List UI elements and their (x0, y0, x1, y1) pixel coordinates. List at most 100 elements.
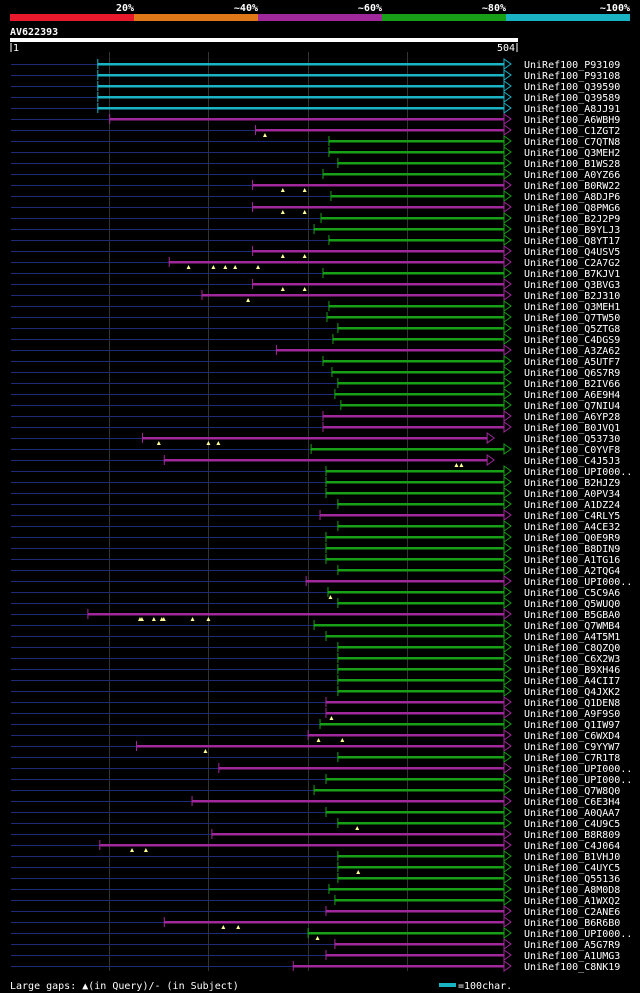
hit-bar[interactable] (252, 250, 505, 253)
alignment-row[interactable]: UniRef100_UPI000.. (11, 465, 632, 478)
alignment-row[interactable]: UniRef100_Q55136 (11, 872, 620, 885)
hit-bar[interactable] (322, 415, 505, 418)
alignment-row[interactable]: UniRef100_C6X2W3 (11, 652, 620, 665)
hit-label[interactable]: UniRef100_A8M0D8 (524, 885, 620, 896)
hit-bar[interactable] (252, 206, 505, 209)
hit-label[interactable]: UniRef100_A6YP28 (524, 412, 620, 423)
alignment-row[interactable]: UniRef100_A3ZA62 (11, 344, 620, 357)
hit-label[interactable]: UniRef100_A6E9H4 (524, 390, 620, 401)
alignment-row[interactable]: UniRef100_B8DIN9 (11, 542, 620, 555)
hit-label[interactable]: UniRef100_B8R809 (524, 830, 620, 841)
alignment-row[interactable]: UniRef100_C6WXD4 (11, 729, 620, 742)
hit-bar[interactable] (337, 756, 505, 759)
hit-bar[interactable] (340, 404, 505, 407)
hit-bar[interactable] (337, 877, 505, 880)
hit-bar[interactable] (325, 470, 505, 473)
alignment-row[interactable]: UniRef100_A0YZ66 (11, 168, 620, 181)
hit-label[interactable]: UniRef100_C4RLY5 (524, 511, 620, 522)
hit-label[interactable]: UniRef100_Q3BVG3 (524, 280, 620, 291)
hit-label[interactable]: UniRef100_Q7NIU4 (524, 401, 620, 412)
hit-label[interactable]: UniRef100_A1DZ24 (524, 500, 620, 511)
hit-label[interactable]: UniRef100_B2J2P9 (524, 214, 620, 225)
hit-bar[interactable] (211, 833, 506, 836)
alignment-row[interactable]: UniRef100_C0YVF8 (11, 443, 620, 456)
hit-bar[interactable] (320, 217, 505, 220)
hit-label[interactable]: UniRef100_P93108 (524, 71, 620, 82)
alignment-row[interactable]: UniRef100_Q5ZTG8 (11, 322, 620, 335)
hit-bar[interactable] (326, 316, 505, 319)
alignment-row[interactable]: UniRef100_B1VHJ0 (11, 850, 620, 863)
hit-label[interactable]: UniRef100_A5UTF7 (524, 357, 620, 368)
hit-bar[interactable] (163, 921, 506, 924)
alignment-row[interactable]: UniRef100_A0QAA7 (11, 806, 620, 819)
hit-label[interactable]: UniRef100_A4CII7 (524, 676, 620, 687)
alignment-row[interactable]: UniRef100_Q1IW97 (11, 718, 620, 731)
hit-bar[interactable] (337, 855, 505, 858)
alignment-row[interactable]: UniRef100_B9YLJ3 (11, 223, 620, 236)
hit-bar[interactable] (97, 96, 505, 99)
alignment-row[interactable]: UniRef100_A1UMG3 (11, 949, 620, 962)
alignment-row[interactable]: UniRef100_C2A7G2 (11, 256, 620, 269)
hit-label[interactable]: UniRef100_Q39589 (524, 93, 620, 104)
hit-bar[interactable] (337, 503, 505, 506)
alignment-row[interactable]: UniRef100_A5UTF7 (11, 355, 620, 368)
alignment-row[interactable]: UniRef100_UPI000.. (11, 773, 632, 786)
alignment-row[interactable]: UniRef100_C9YYW7 (11, 740, 620, 753)
hit-bar[interactable] (337, 866, 505, 869)
hit-bar[interactable] (337, 679, 505, 682)
hit-bar[interactable] (255, 129, 505, 132)
hit-bar[interactable] (252, 283, 505, 286)
hit-label[interactable]: UniRef100_UPI000.. (524, 577, 632, 588)
alignment-row[interactable]: UniRef100_C4UYC5 (11, 861, 620, 874)
hit-label[interactable]: UniRef100_P93109 (524, 60, 620, 71)
hit-label[interactable]: UniRef100_A1UMG3 (524, 951, 620, 962)
alignment-row[interactable]: UniRef100_B8R809 (11, 828, 620, 841)
hit-bar[interactable] (325, 954, 505, 957)
hit-bar[interactable] (325, 778, 505, 781)
alignment-row[interactable]: UniRef100_B0RW22 (11, 179, 620, 192)
hit-bar[interactable] (325, 547, 505, 550)
hit-bar[interactable] (337, 327, 505, 330)
hit-label[interactable]: UniRef100_Q53730 (524, 434, 620, 445)
hit-label[interactable]: UniRef100_C8QZQ0 (524, 643, 620, 654)
hit-label[interactable]: UniRef100_B2J310 (524, 291, 620, 302)
hit-label[interactable]: UniRef100_C8NK19 (524, 962, 620, 973)
hit-label[interactable]: UniRef100_Q3MEH1 (524, 302, 620, 313)
alignment-row[interactable]: UniRef100_Q1DEN8 (11, 696, 620, 709)
hit-bar[interactable] (337, 668, 505, 671)
alignment-row[interactable]: UniRef100_UPI000.. (11, 575, 632, 588)
hit-bar[interactable] (325, 635, 505, 638)
alignment-row[interactable]: UniRef100_C4U9C5 (11, 817, 620, 830)
alignment-row[interactable]: UniRef100_A1TG16 (11, 553, 620, 566)
hit-bar[interactable] (313, 624, 505, 627)
alignment-row[interactable]: UniRef100_B1WS28 (11, 157, 620, 170)
hit-label[interactable]: UniRef100_A0QAA7 (524, 808, 620, 819)
hit-label[interactable]: UniRef100_C2A7G2 (524, 258, 620, 269)
hit-bar[interactable] (328, 140, 505, 143)
alignment-row[interactable]: UniRef100_A2TQG4 (11, 564, 620, 577)
hit-label[interactable]: UniRef100_C4DGS9 (524, 335, 620, 346)
alignment-row[interactable]: UniRef100_C4J5J3 (11, 454, 620, 467)
hit-label[interactable]: UniRef100_Q5WUQ0 (524, 599, 620, 610)
alignment-row[interactable]: UniRef100_C1ZGT2 (11, 124, 620, 137)
hit-bar[interactable] (325, 492, 505, 495)
alignment-row[interactable]: UniRef100_B5GBA0 (11, 608, 620, 621)
hit-bar[interactable] (330, 195, 505, 198)
alignment-row[interactable]: UniRef100_A1DZ24 (11, 498, 620, 511)
hit-label[interactable]: UniRef100_A1WXQ2 (524, 896, 620, 907)
alignment-row[interactable]: UniRef100_Q3MEH1 (11, 300, 620, 313)
alignment-row[interactable]: UniRef100_Q7WMB4 (11, 619, 620, 632)
hit-label[interactable]: UniRef100_Q4JXK2 (524, 687, 620, 698)
alignment-row[interactable]: UniRef100_C2ANE6 (11, 905, 620, 918)
alignment-row[interactable]: UniRef100_A8M0D8 (11, 883, 620, 896)
hit-label[interactable]: UniRef100_B2HJZ9 (524, 478, 620, 489)
hit-bar[interactable] (99, 844, 506, 847)
alignment-row[interactable]: UniRef100_C4DGS9 (11, 333, 620, 346)
alignment-row[interactable]: UniRef100_A4CE32 (11, 520, 620, 533)
hit-bar[interactable] (87, 613, 506, 616)
alignment-row[interactable]: UniRef100_A1WXQ2 (11, 894, 620, 907)
hit-label[interactable]: UniRef100_C6WXD4 (524, 731, 620, 742)
hit-bar[interactable] (319, 514, 505, 517)
hit-label[interactable]: UniRef100_C6X2W3 (524, 654, 620, 665)
hit-label[interactable]: UniRef100_C9YYW7 (524, 742, 620, 753)
